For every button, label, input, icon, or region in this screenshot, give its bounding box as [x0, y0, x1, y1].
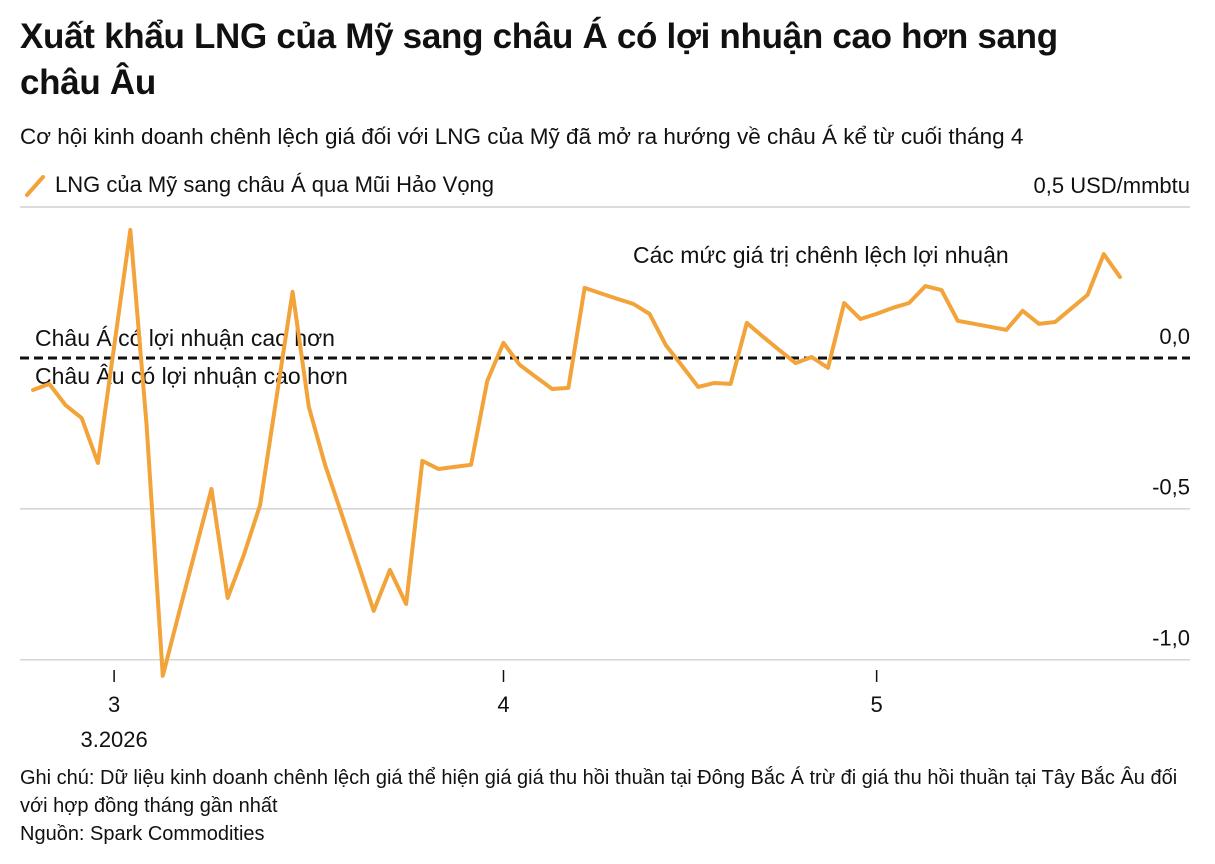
y-tick-label: 0,0	[1159, 324, 1190, 349]
x-tick-label: 5	[871, 692, 883, 717]
annotation: Các mức giá trị chênh lệch lợi nhuận	[633, 242, 1009, 268]
source: Nguồn: Spark Commodities	[20, 823, 265, 845]
chart-subtitle: Cơ hội kinh doanh chênh lệch giá đối với…	[20, 124, 1024, 149]
legend-label: LNG của Mỹ sang châu Á qua Mũi Hảo Vọng	[55, 172, 494, 197]
annotation: Châu Âu có lợi nhuận cao hơn	[35, 363, 348, 389]
y-tick-label: 0,5 USD/mmbtu	[1034, 173, 1191, 198]
y-tick-label: -1,0	[1152, 626, 1190, 651]
chart-title: Xuất khẩu LNG của Mỹ sang châu Á có lợi …	[20, 17, 1058, 102]
annotation: Châu Á có lợi nhuận cao hơn	[35, 325, 335, 351]
y-tick-label: -0,5	[1152, 475, 1190, 500]
x-tick-label: 3	[108, 692, 120, 717]
x-year-label: 3.2026	[80, 727, 147, 752]
legend-swatch	[25, 175, 45, 197]
x-tick-label: 4	[497, 692, 509, 717]
footnote: Ghi chú: Dữ liệu kinh doanh chênh lệch g…	[20, 767, 1178, 817]
series-line	[31, 227, 1122, 678]
